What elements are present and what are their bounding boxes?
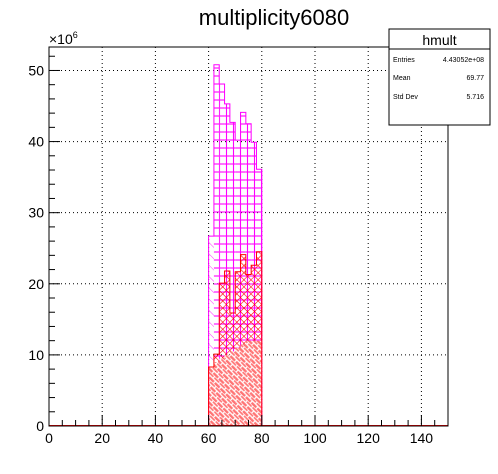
chart-title: multiplicity6080	[199, 5, 349, 30]
stats-mean-label: Mean	[393, 75, 411, 82]
red-crosshatch-bar	[256, 251, 262, 426]
red-brick-bar	[219, 358, 225, 426]
x-tick-label: 60	[201, 430, 217, 446]
red-brick-bar	[240, 344, 246, 426]
x-tick-label: 0	[45, 430, 53, 446]
y-tick-label: 0	[36, 418, 44, 434]
y-multiplier-base: ×10	[49, 31, 73, 47]
histogram-bars	[49, 64, 448, 427]
x-tick-label: 120	[357, 430, 381, 446]
stats-mean-value: 69.77	[466, 75, 484, 82]
magenta-bar	[219, 83, 225, 426]
magenta-bar	[213, 64, 220, 426]
magenta-outline	[208, 64, 263, 426]
red-brick-bar	[235, 347, 241, 426]
stats-box-name: hmult	[422, 32, 456, 48]
stats-box-frame	[388, 28, 491, 126]
magenta-bar	[224, 103, 230, 426]
red-crosshatch-bar	[219, 283, 225, 426]
x-tick-label: 100	[303, 430, 327, 446]
red-crosshatch-bar	[224, 270, 230, 426]
axes: 0 20 40 60 80 100 120 140 0 10 20 30 40 50	[28, 46, 449, 446]
y-tick-label: 20	[28, 276, 44, 292]
x-tick-label: 40	[148, 430, 164, 446]
red-brick-bar	[256, 340, 262, 426]
y-tick-label: 40	[28, 134, 44, 150]
red-brick-bar	[251, 340, 257, 426]
y-multiplier-exponent: 6	[73, 30, 78, 40]
stats-stddev-label: Std Dev	[393, 94, 418, 101]
red-outline	[208, 251, 263, 426]
y-tick-label: 10	[28, 347, 44, 363]
grid-lines	[49, 47, 448, 426]
red-brick-bar	[208, 366, 214, 426]
x-tick-label: 80	[254, 430, 270, 446]
red-brick-bar	[245, 340, 252, 426]
stats-box: hmult Entries 4.43052e+08 Mean 69.77 Std…	[388, 28, 491, 126]
y-tick-label: 50	[28, 62, 44, 78]
stats-entries-label: Entries	[393, 57, 415, 64]
red-brick-bar	[224, 354, 230, 426]
magenta-bar	[229, 122, 236, 427]
x-tick-label: 20	[94, 430, 110, 446]
stats-entries-value: 4.43052e+08	[443, 57, 484, 64]
y-tick-label: 30	[28, 205, 44, 221]
red-brick-bar	[229, 351, 236, 426]
y-axis-multiplier: ×106	[49, 30, 78, 47]
stats-stddev-value: 5.716	[466, 94, 484, 101]
magenta-bar	[208, 236, 214, 426]
red-brick-bar	[213, 362, 220, 426]
x-tick-label: 140	[410, 430, 434, 446]
red-crosshatch-bar	[240, 254, 246, 426]
